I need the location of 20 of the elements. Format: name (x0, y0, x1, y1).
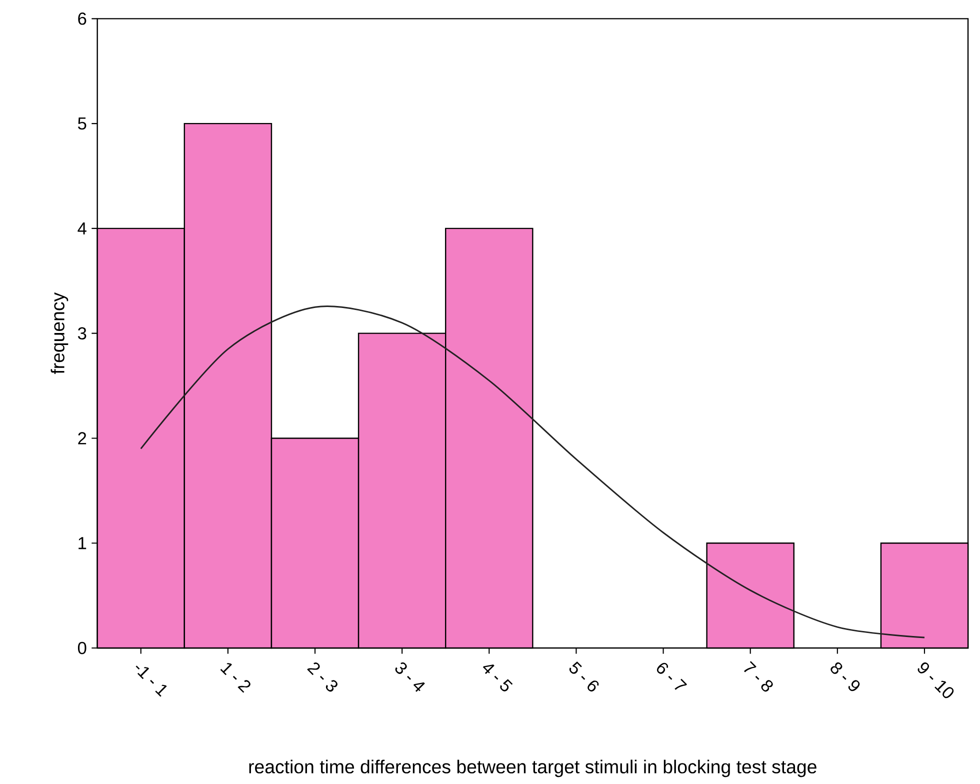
y-axis-title: frequency (50, 292, 68, 374)
x-tick-label: 5 - 6 (569, 662, 599, 692)
y-tick-label: 4 (78, 222, 86, 234)
x-tick-label: 1 - 2 (220, 663, 250, 693)
x-axis-title: reaction time differences between target stimuli in blocking test stage (249, 760, 816, 778)
y-tick-label: 5 (78, 118, 86, 130)
x-tick-label: 9 - 10 (918, 662, 954, 698)
x-tick-label: 7 - 8 (744, 661, 773, 692)
x-tick-label: 2 - 3 (307, 662, 338, 692)
y-tick-label: 3 (78, 327, 86, 340)
x-tick-label: 8 - 9 (830, 662, 860, 692)
line-series (140, 306, 926, 638)
x-tick-label: 4 - 5 (482, 664, 513, 692)
x-tick-label: -1 - 1 (136, 666, 167, 697)
y-tick-label: 6 (78, 12, 86, 25)
y-tick-label: 0 (78, 642, 86, 654)
x-tick-label: 6 - 7 (656, 662, 688, 690)
y-tick-label: 2 (78, 432, 86, 444)
x-tick-label: 3 - 4 (395, 662, 425, 692)
y-tick-label: 1 (78, 537, 86, 550)
